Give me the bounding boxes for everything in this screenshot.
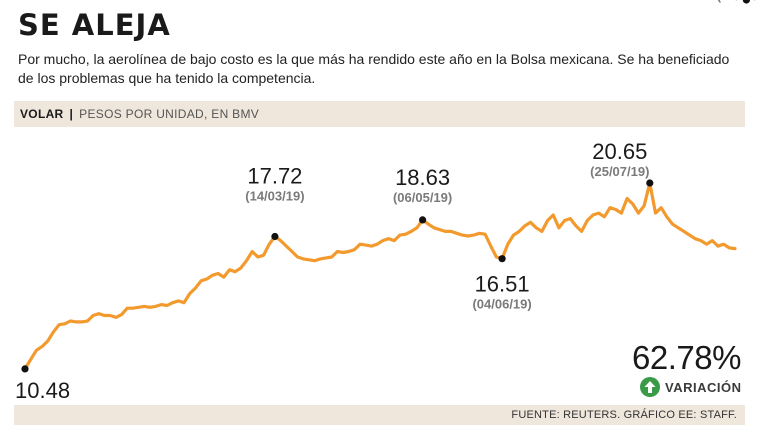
annotation-date: (22/08/19): [717, 0, 760, 3]
annotation-date: (25/07/19): [590, 164, 649, 179]
annotation-point: [742, 0, 750, 4]
source-text: FUENTE: REUTERS. GRÁFICO EE: STAFF.: [511, 409, 737, 421]
annotation-point: [271, 232, 279, 241]
annotation-date: (06/05/19): [393, 190, 452, 205]
annotation-point: [419, 216, 427, 224]
annotation-value: 10.48: [15, 378, 70, 403]
annotation-value: 16.51: [475, 272, 530, 297]
chart-title: SE ALEJA: [18, 8, 171, 42]
annotation-value: 20.65: [592, 139, 647, 164]
source-bar: FUENTE: REUTERS. GRÁFICO EE: STAFF.: [14, 405, 745, 425]
variation-label: VARIACIÓN: [665, 379, 742, 395]
series-band: VOLAR | PESOS POR UNIDAD, EN BMV: [14, 101, 745, 127]
unit-label: PESOS POR UNIDAD, EN BMV: [79, 107, 260, 121]
variation-value: 62.78%: [632, 339, 741, 376]
variation-row: VARIACIÓN: [640, 377, 741, 397]
annotation-value: 17.72: [247, 164, 302, 189]
annotation-point: [21, 365, 29, 373]
annotation-value: 17.06: [719, 0, 760, 5]
annotation-point: [646, 179, 654, 187]
series-line: [23, 181, 737, 371]
chart-subtitle: Por mucho, la aerolínea de bajo costo es…: [18, 51, 730, 86]
annotation-date: (14/03/19): [245, 189, 304, 204]
ticker-label: VOLAR: [20, 107, 64, 121]
annotation-point: [498, 255, 506, 263]
arrow-up-icon: [640, 377, 660, 397]
annotation-date: (04/06/19): [472, 297, 531, 312]
annotation-value: 18.63: [395, 165, 450, 190]
band-separator: |: [69, 107, 74, 121]
